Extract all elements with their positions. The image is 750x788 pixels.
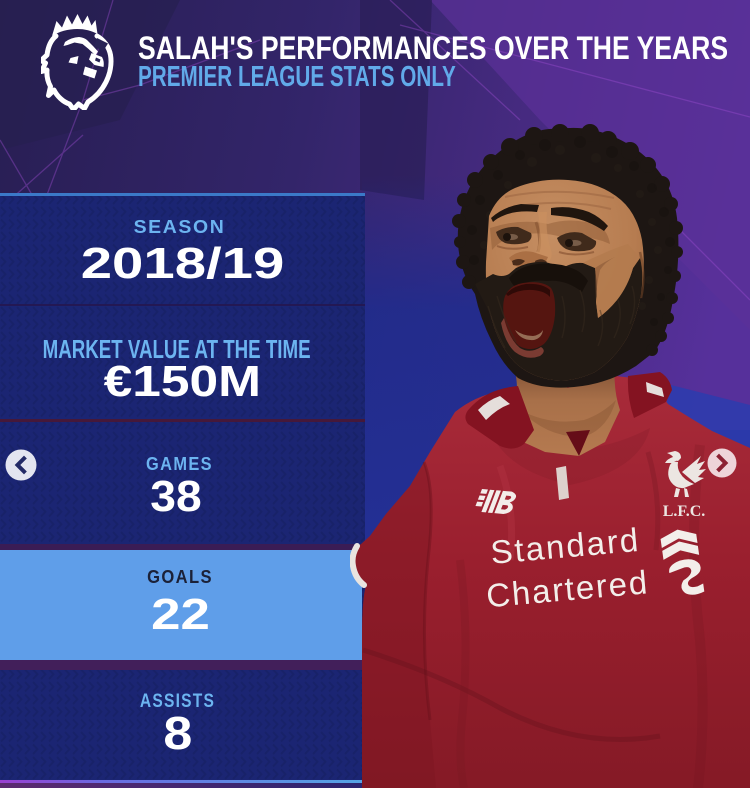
svg-text:L.F.C.: L.F.C.	[663, 503, 706, 520]
